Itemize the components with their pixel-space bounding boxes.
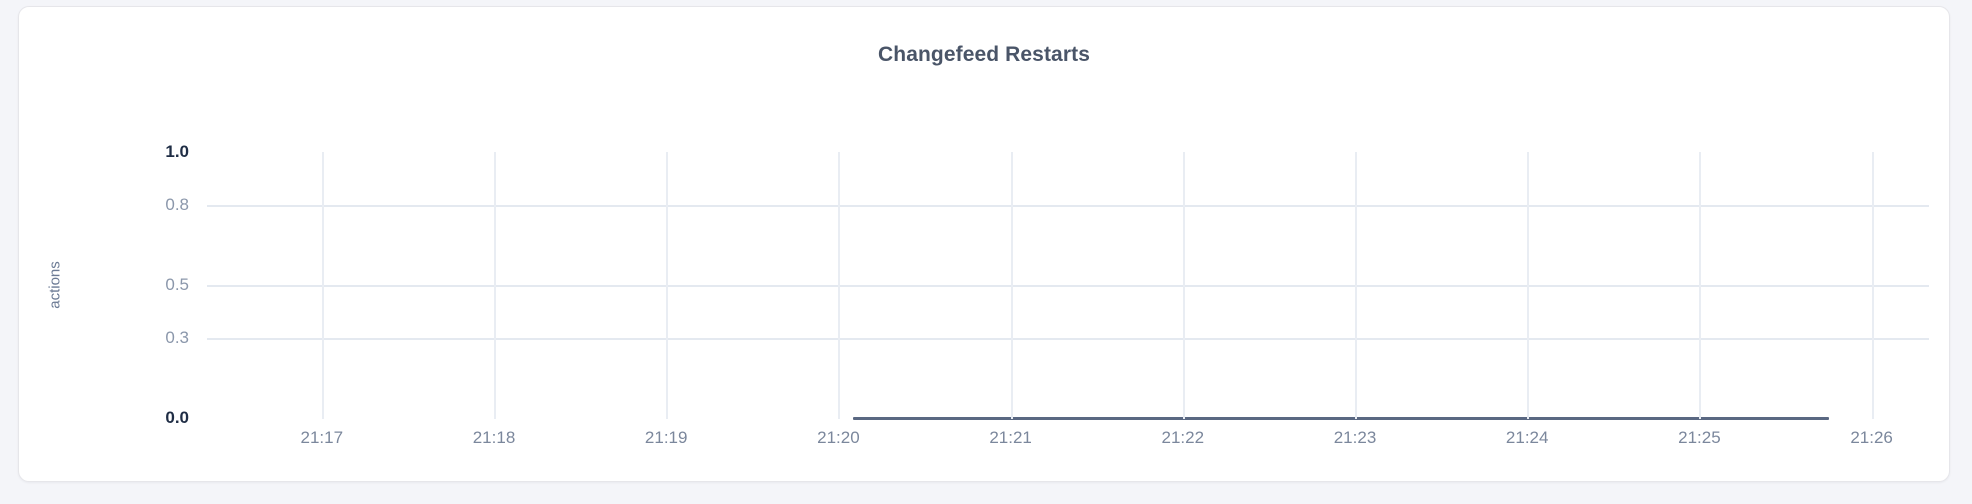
gridline-vertical xyxy=(321,152,324,419)
gridline-horizontal xyxy=(207,205,1929,208)
gridline-vertical xyxy=(1355,152,1357,419)
chart-title: Changefeed Restarts xyxy=(878,43,1090,66)
gridline-vertical xyxy=(1871,152,1874,419)
plot-area xyxy=(207,152,1929,420)
y-axis-tick-label: 0.0 xyxy=(165,408,189,427)
x-axis-tick-label: 21:26 xyxy=(1850,428,1893,447)
gridline-vertical xyxy=(1010,152,1013,419)
y-axis-tick-label: 0.5 xyxy=(165,275,189,294)
y-axis-tick-label: 0.3 xyxy=(165,328,189,348)
gridline-vertical xyxy=(1527,152,1530,419)
x-axis-tick-label: 21:23 xyxy=(1333,428,1377,447)
x-axis-tick-label: 21:22 xyxy=(1161,428,1205,447)
x-axis-tick-label: 21:24 xyxy=(1505,428,1549,447)
x-axis-tick-label: 21:17 xyxy=(300,428,344,447)
gridline-vertical xyxy=(1182,152,1185,419)
gridline-vertical xyxy=(666,152,669,419)
x-axis-tick-label: 21:18 xyxy=(472,428,516,447)
gridline-horizontal xyxy=(207,285,1929,287)
chart-card: Changefeed Restarts actions 1.0 0.8 0.5 0.3… xyxy=(18,6,1950,482)
gridline-horizontal xyxy=(207,338,1929,341)
y-axis-tick-labels: 1.0 0.8 0.5 0.3 0.0 xyxy=(67,142,189,427)
x-axis-tick-label: 21:21 xyxy=(989,428,1032,447)
series-line xyxy=(852,416,1829,420)
x-axis-tick-label: 21:20 xyxy=(817,428,860,447)
gridline-vertical xyxy=(494,152,496,419)
gridline-vertical xyxy=(1699,152,1702,419)
y-axis-title: actions xyxy=(46,261,64,309)
x-axis-tick-label: 21:19 xyxy=(644,428,688,447)
x-axis-tick-label: 21:25 xyxy=(1678,428,1721,447)
y-axis-tick-label: 1.0 xyxy=(165,142,189,161)
gridline-vertical xyxy=(838,152,841,419)
y-axis-tick-label: 0.8 xyxy=(165,195,189,215)
